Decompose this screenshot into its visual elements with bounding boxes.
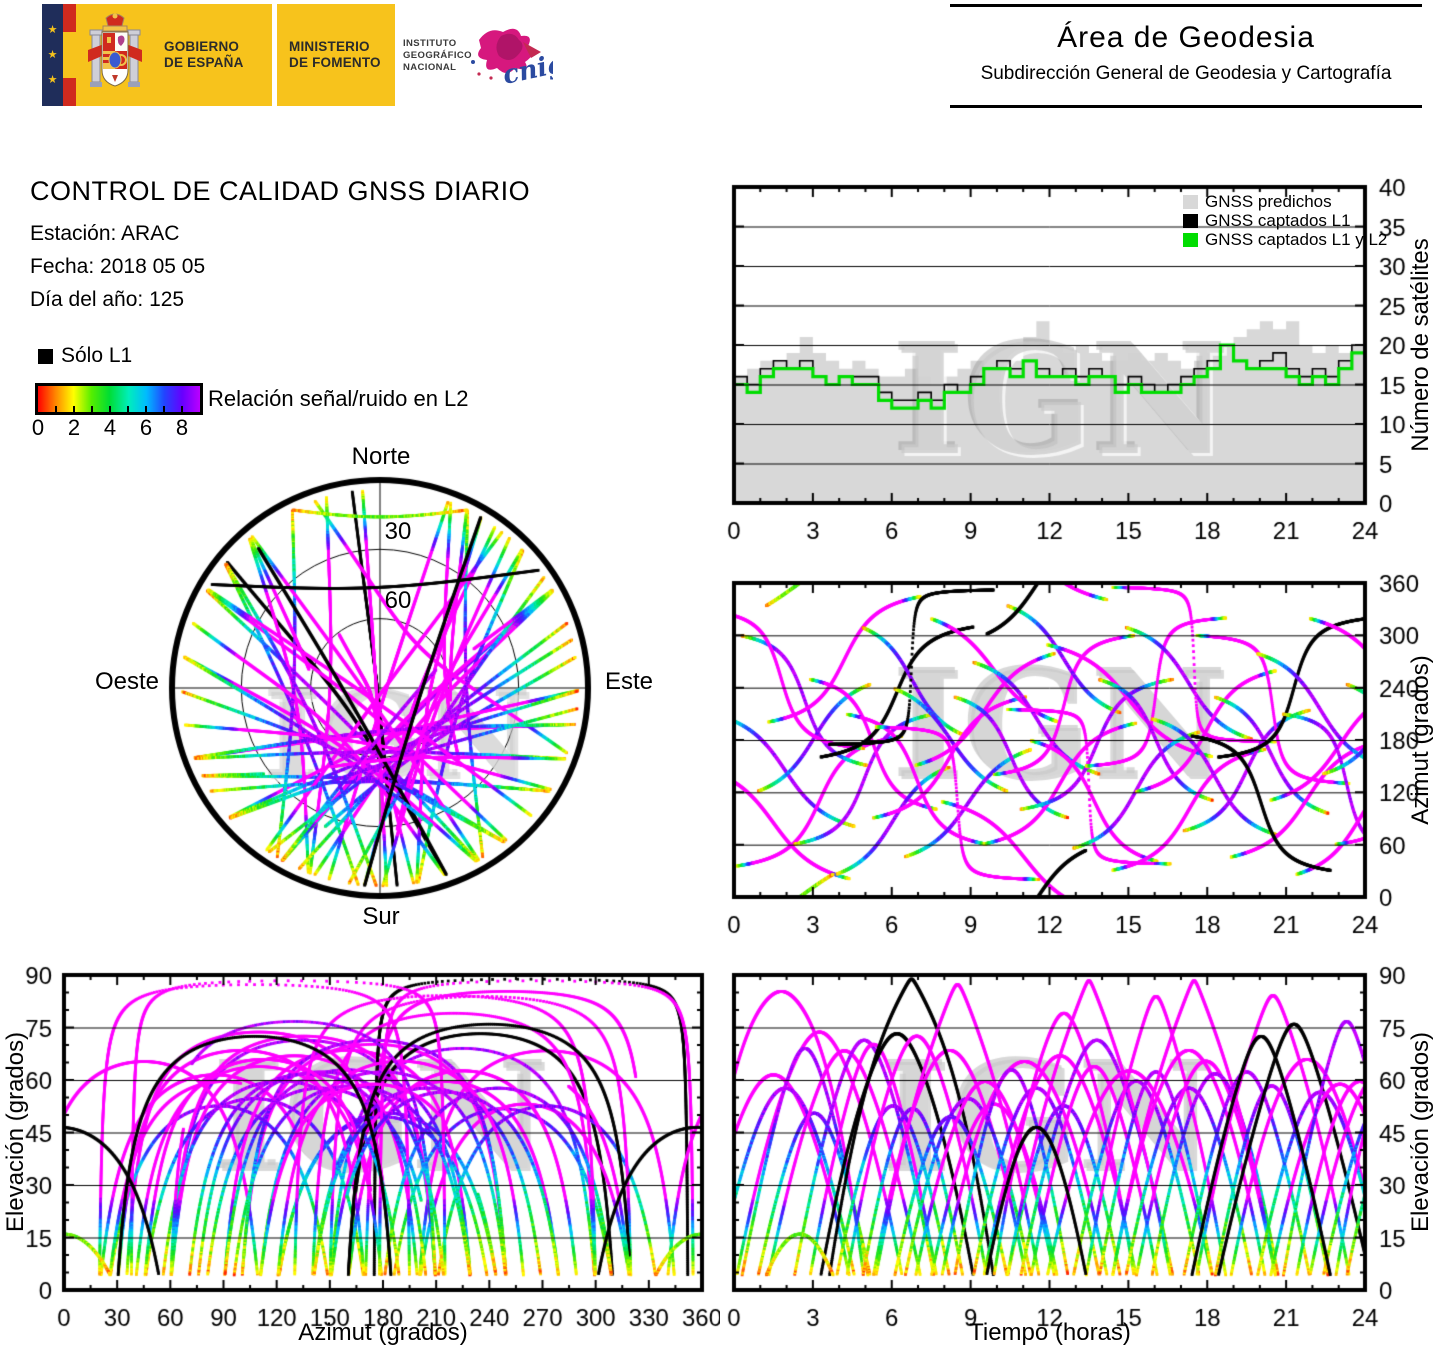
snr-colorbar-tick — [163, 406, 165, 412]
legend-row-captados-l1: GNSS captados L1 — [1183, 211, 1387, 230]
eu-star-icon: ★ — [47, 48, 58, 61]
gobierno-banner: GOBIERNO DE ESPAÑA — [76, 4, 272, 106]
gobierno-text: GOBIERNO DE ESPAÑA — [164, 39, 244, 71]
eu-flag-strip: ★ ★ ★ — [42, 4, 63, 106]
ministerio-line2: DE FOMENTO — [289, 55, 381, 70]
skyplot-east-label: Este — [604, 668, 654, 695]
captados-l1l2-swatch — [1183, 232, 1198, 247]
legend-row-captados-l1l2: GNSS captados L1 y L2 — [1183, 230, 1387, 249]
ylabel-azimut-right: Azimut (grados) — [1407, 655, 1434, 825]
snr-colorbar-tick — [145, 406, 147, 412]
report-date: Fecha: 2018 05 05 — [30, 255, 206, 278]
spain-flag-strip — [63, 4, 76, 106]
gobierno-line2: DE ESPAÑA — [164, 55, 244, 70]
captados-l1-swatch — [1183, 213, 1198, 228]
ylabel-elevacion-right: Elevación (grados) — [1407, 1031, 1434, 1233]
predichos-swatch — [1183, 194, 1198, 209]
ylabel-num-satelites: Número de satélites — [1407, 238, 1434, 452]
captados-l1l2-label: GNSS captados L1 y L2 — [1205, 229, 1388, 249]
area-geodesia-header: Área de Geodesia Subdirección General de… — [950, 4, 1422, 108]
report-title: CONTROL DE CALIDAD GNSS DIARIO — [30, 176, 531, 206]
skyplot-west-label: Oeste — [94, 668, 160, 695]
ministerio-banner: MINISTERIO DE FOMENTO — [277, 4, 395, 106]
snr-colorbar-tick — [55, 406, 57, 412]
instituto-line3: NACIONAL — [403, 62, 457, 73]
skyplot-north-label: Norte — [351, 443, 411, 470]
report-station: Estación: ARAC — [30, 222, 180, 245]
snr-colorbar-tick-value: 2 — [67, 415, 81, 440]
skyplot-south-label: Sur — [362, 903, 400, 930]
area-geodesia-title: Área de Geodesia — [1057, 21, 1315, 54]
legend-row-predichos: GNSS predichos — [1183, 192, 1387, 211]
snr-colorbar-tick — [73, 406, 75, 412]
skyplot-ring60-label: 60 — [384, 587, 412, 614]
satellite-count-legend: GNSS predichos GNSS captados L1 GNSS cap… — [1183, 192, 1387, 249]
solo-l1-swatch — [38, 348, 53, 364]
instituto-line1: INSTITUTO — [403, 38, 457, 49]
azimuth-time-chart-canvas — [690, 560, 1445, 940]
predichos-label: GNSS predichos — [1205, 191, 1332, 211]
spain-coat-of-arms-icon — [88, 13, 142, 87]
ign-panel: INSTITUTO GEOGRÁFICO NACIONAL cnig — [395, 4, 560, 106]
eu-star-icon: ★ — [47, 73, 58, 86]
satellite-count-chart-canvas — [690, 165, 1445, 550]
snr-colorbar — [35, 383, 203, 415]
snr-colorbar-tick — [109, 406, 111, 412]
skyplot-ring30-label: 30 — [384, 518, 412, 545]
snr-colorbar-tick — [91, 406, 93, 412]
report-day-of-year: Día del año: 125 — [30, 288, 185, 311]
cnig-logo-icon: cnig — [471, 28, 553, 91]
xlabel-tiempo: Tiempo (horas) — [969, 1319, 1131, 1346]
elevation-azimuth-chart-canvas — [0, 950, 720, 1345]
eu-star-icon: ★ — [47, 23, 58, 36]
gobierno-line1: GOBIERNO — [164, 39, 240, 54]
ylabel-elevacion-left: Elevación (grados) — [2, 1031, 29, 1233]
snr-colorbar-tick-value: 0 — [31, 415, 45, 440]
snr-colorbar-tick — [181, 406, 183, 412]
ministerio-line1: MINISTERIO — [289, 39, 370, 54]
solo-l1-legend: Sólo L1 — [38, 344, 132, 368]
solo-l1-label: Sólo L1 — [61, 344, 133, 367]
area-geodesia-subtitle: Subdirección General de Geodesia y Carto… — [980, 63, 1392, 84]
instituto-text: INSTITUTO GEOGRÁFICO NACIONAL — [403, 38, 472, 74]
instituto-line2: GEOGRÁFICO — [403, 50, 472, 61]
snr-colorbar-label: Relación señal/ruido en L2 — [208, 386, 469, 411]
elevation-time-chart-canvas — [690, 950, 1445, 1345]
xlabel-azimut: Azimut (grados) — [298, 1319, 468, 1346]
snr-colorbar-tick-value: 8 — [175, 415, 189, 440]
ministerio-text: MINISTERIO DE FOMENTO — [289, 39, 381, 71]
snr-colorbar-tick-value: 6 — [139, 415, 153, 440]
snr-colorbar-tick-value: 4 — [103, 415, 117, 440]
skyplot-canvas — [150, 455, 620, 925]
captados-l1-label: GNSS captados L1 — [1205, 210, 1351, 230]
snr-colorbar-tick — [127, 406, 129, 412]
